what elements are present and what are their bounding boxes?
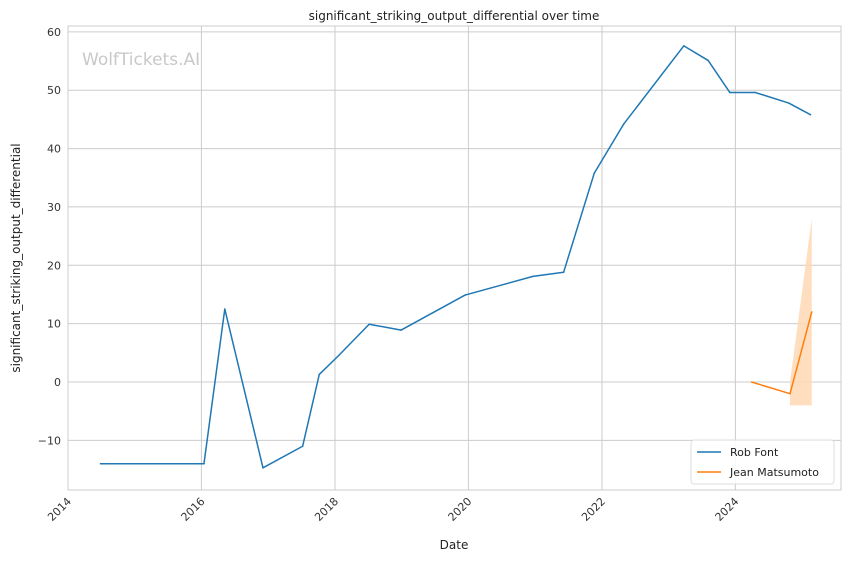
- data-point: [562, 271, 565, 274]
- data-point: [622, 123, 625, 125]
- data-point: [223, 308, 226, 310]
- data-point: [203, 462, 205, 465]
- data-point: [789, 392, 791, 395]
- x-axis-label: Date: [440, 538, 469, 552]
- data-point: [464, 294, 466, 296]
- watermark: WolfTickets.AI: [82, 50, 200, 70]
- data-point: [262, 467, 264, 469]
- plot-frame: [67, 25, 842, 491]
- grid: [67, 26, 841, 490]
- y-tick-label: 50: [47, 84, 61, 97]
- legend-box: [690, 439, 835, 485]
- data-point: [318, 373, 321, 376]
- data-point: [754, 91, 757, 94]
- y-tick-label: 40: [47, 143, 61, 156]
- legend-label-rob-font: Rob Font: [730, 446, 779, 459]
- data-point: [787, 102, 790, 104]
- y-tick-label: 0: [54, 376, 61, 389]
- data-point: [532, 275, 534, 278]
- legend: Rob Font Jean Matsumoto: [690, 439, 835, 485]
- data-point: [368, 323, 370, 326]
- data-point: [337, 354, 340, 357]
- data-point: [750, 381, 753, 383]
- chart-title: significant_striking_output_differential…: [309, 9, 600, 23]
- series-lines: [99, 45, 813, 469]
- data-point: [593, 172, 596, 174]
- y-axis-label: significant_striking_output_differential: [9, 143, 23, 372]
- y-tick-label: 10: [47, 318, 61, 331]
- legend-label-jean-matsumoto: Jean Matsumoto: [729, 466, 819, 479]
- data-point: [683, 45, 685, 47]
- data-point: [301, 445, 304, 448]
- plot-area: [68, 26, 841, 490]
- data-point: [400, 329, 402, 331]
- data-point: [810, 311, 813, 313]
- confidence-band-1: [790, 218, 812, 406]
- series-line-0: [100, 45, 811, 469]
- y-tick-label: 20: [47, 259, 61, 272]
- y-tick-label: 30: [47, 201, 61, 214]
- data-point: [707, 59, 709, 62]
- data-point: [809, 113, 812, 116]
- confidence-bands: [790, 218, 812, 406]
- y-tick-label: 60: [47, 26, 61, 39]
- data-point: [99, 462, 102, 465]
- data-point: [729, 91, 731, 94]
- y-tick-label: −10: [38, 434, 61, 447]
